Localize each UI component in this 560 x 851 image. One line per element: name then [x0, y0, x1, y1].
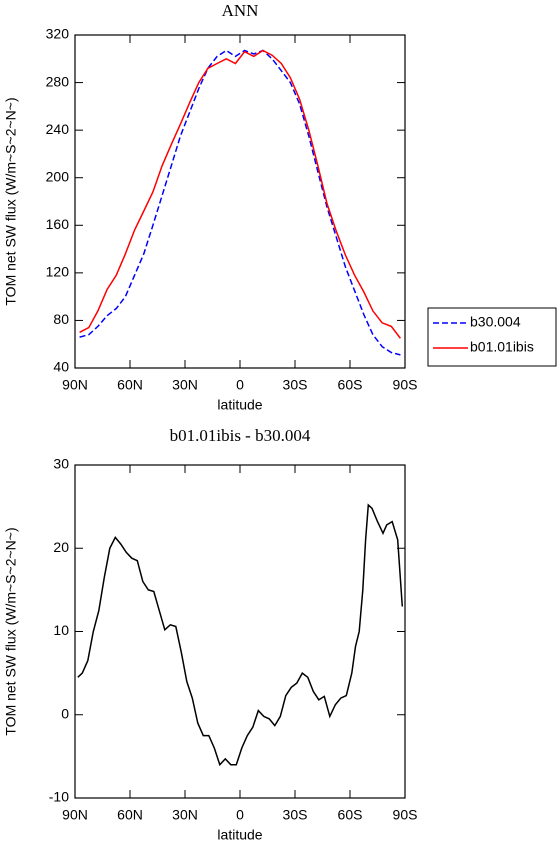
y-tick-label: 160	[46, 216, 70, 232]
chart-title: b01.01ibis - b30.004	[170, 426, 311, 445]
x-tick-label: 90N	[62, 807, 88, 823]
data-line	[77, 503, 404, 767]
x-tick-label: 30N	[172, 807, 198, 823]
plot-frame	[74, 34, 406, 369]
y-axis-label: TOM net SW flux (W/m~S~2~N~)	[3, 97, 19, 305]
y-tick-label: 30	[53, 456, 69, 472]
y-tick-label: 280	[46, 73, 70, 89]
y-tick-label: 0	[61, 705, 69, 721]
x-tick-label: 60N	[117, 807, 143, 823]
x-tick-label: 90N	[62, 377, 88, 393]
data-line	[79, 49, 401, 339]
plot-frame	[74, 464, 406, 799]
legend-box	[427, 307, 557, 367]
legend-label: b01.01ibis	[470, 339, 534, 355]
x-tick-label: 0	[236, 807, 244, 823]
x-tick-label: 0	[236, 377, 244, 393]
x-tick-label: 30S	[283, 377, 308, 393]
y-tick-label: 240	[46, 121, 70, 137]
x-tick-label: 30S	[283, 807, 308, 823]
y-tick-label: -10	[49, 789, 69, 805]
x-tick-label: 90S	[393, 807, 418, 823]
y-tick-label: 80	[53, 311, 69, 327]
y-tick-label: 10	[53, 622, 69, 638]
x-tick-label: 30N	[172, 377, 198, 393]
x-tick-label: 60S	[338, 377, 363, 393]
y-tick-label: 120	[46, 264, 70, 280]
x-tick-label: 60S	[338, 807, 363, 823]
x-tick-label: 90S	[393, 377, 418, 393]
y-tick-label: 320	[46, 26, 70, 42]
chart-title: ANN	[222, 1, 259, 20]
x-tick-label: 60N	[117, 377, 143, 393]
legend-label: b30.004	[470, 314, 521, 330]
y-tick-label: 40	[53, 359, 69, 375]
y-tick-label: 20	[53, 539, 69, 555]
x-axis-label: latitude	[217, 397, 262, 413]
y-tick-label: 200	[46, 168, 70, 184]
data-line	[79, 49, 401, 356]
y-axis-label: TOM net SW flux (W/m~S~2~N~)	[3, 527, 19, 735]
x-axis-label: latitude	[217, 827, 262, 843]
